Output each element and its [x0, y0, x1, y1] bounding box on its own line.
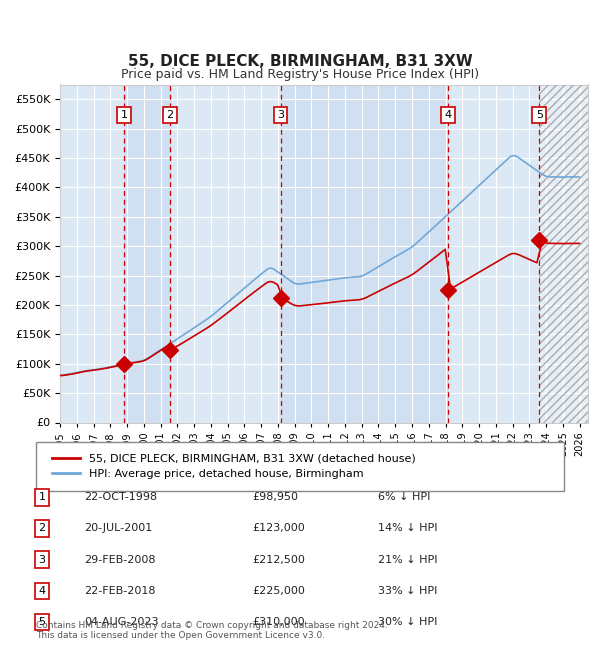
- Text: 5: 5: [536, 110, 543, 120]
- Text: 4: 4: [445, 110, 451, 120]
- Text: 5: 5: [38, 617, 46, 627]
- Text: £310,000: £310,000: [252, 617, 305, 627]
- Bar: [539, 84, 588, 422]
- Text: 2: 2: [38, 523, 46, 534]
- Text: 20-JUL-2001: 20-JUL-2001: [84, 523, 152, 534]
- Text: 1: 1: [121, 110, 127, 120]
- Text: 2: 2: [166, 110, 173, 120]
- Text: 14% ↓ HPI: 14% ↓ HPI: [378, 523, 437, 534]
- Text: 21% ↓ HPI: 21% ↓ HPI: [378, 554, 437, 565]
- Text: 22-OCT-1998: 22-OCT-1998: [84, 492, 157, 502]
- Text: £212,500: £212,500: [252, 554, 305, 565]
- Bar: [539, 84, 588, 422]
- Text: 30% ↓ HPI: 30% ↓ HPI: [378, 617, 437, 627]
- FancyBboxPatch shape: [36, 442, 564, 491]
- Text: £98,950: £98,950: [252, 492, 298, 502]
- Text: Contains HM Land Registry data © Crown copyright and database right 2024.
This d: Contains HM Land Registry data © Crown c…: [36, 621, 388, 640]
- Text: Price paid vs. HM Land Registry's House Price Index (HPI): Price paid vs. HM Land Registry's House …: [121, 68, 479, 81]
- Bar: [124, 84, 170, 422]
- Text: 33% ↓ HPI: 33% ↓ HPI: [378, 586, 437, 596]
- Text: £123,000: £123,000: [252, 523, 305, 534]
- Text: 22-FEB-2018: 22-FEB-2018: [84, 586, 155, 596]
- Text: 55, DICE PLECK, BIRMINGHAM, B31 3XW: 55, DICE PLECK, BIRMINGHAM, B31 3XW: [128, 54, 472, 70]
- Legend: 55, DICE PLECK, BIRMINGHAM, B31 3XW (detached house), HPI: Average price, detach: 55, DICE PLECK, BIRMINGHAM, B31 3XW (det…: [47, 448, 421, 485]
- Bar: [281, 84, 448, 422]
- Text: 3: 3: [38, 554, 46, 565]
- Text: 4: 4: [38, 586, 46, 596]
- Text: 04-AUG-2023: 04-AUG-2023: [84, 617, 158, 627]
- Text: 29-FEB-2008: 29-FEB-2008: [84, 554, 155, 565]
- Text: 3: 3: [277, 110, 284, 120]
- Text: 1: 1: [38, 492, 46, 502]
- Text: 6% ↓ HPI: 6% ↓ HPI: [378, 492, 430, 502]
- Text: £225,000: £225,000: [252, 586, 305, 596]
